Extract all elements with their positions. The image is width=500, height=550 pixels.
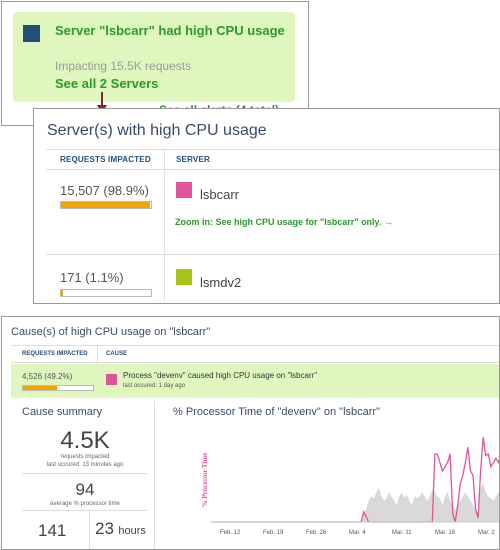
x-tick-label: Feb. 26 xyxy=(306,530,327,536)
requests-impacted-value: 171 (1.1%) xyxy=(60,270,124,285)
processor-time-chart[interactable]: % Processor Time Feb. 12 Feb. 19 Feb. 26 Mar… xyxy=(173,422,500,550)
cause-color-swatch xyxy=(106,374,117,385)
see-all-servers-link[interactable]: See all 2 Servers xyxy=(55,76,159,91)
series-area xyxy=(211,483,499,522)
cause-row[interactable]: 4,526 (49.2%) Process "devenv" caused hi… xyxy=(11,364,499,398)
col-requests-impacted[interactable]: REQUESTS IMPACTED xyxy=(60,155,151,164)
requests-bar xyxy=(60,289,152,297)
server-name[interactable]: lsbcarr xyxy=(200,187,240,202)
server-icon xyxy=(23,25,40,42)
server-color-swatch xyxy=(176,182,192,198)
divider xyxy=(11,362,499,363)
duration-value: 23 xyxy=(95,519,114,538)
divider xyxy=(46,169,499,170)
col-requests-impacted[interactable]: REQUESTS IMPACTED xyxy=(22,351,88,357)
cause-summary-title: Cause summary xyxy=(22,406,103,418)
divider xyxy=(11,345,499,346)
column-divider xyxy=(164,150,165,300)
zoom-in-link[interactable]: Zoom in: See high CPU usage for "lsbcarr… xyxy=(175,217,393,227)
duration-stat: 23 hours xyxy=(95,519,146,539)
servers-panel: Server(s) with high CPU usage REQUESTS I… xyxy=(33,108,500,304)
requests-bar xyxy=(60,201,152,209)
server-color-swatch xyxy=(176,269,192,285)
requests-bar-fill xyxy=(61,290,63,296)
processor-time-label: average % processor time xyxy=(50,501,120,507)
cause-last-occurred: last occured: 1 day ago xyxy=(123,383,186,389)
chart-title: % Processor Time of "devenv" on "lsbcarr… xyxy=(173,406,380,418)
x-tick-label: Mar. 2 xyxy=(478,530,495,536)
requests-impacted-value: 4,526 (49.2%) xyxy=(22,372,73,381)
requests-bar-fill xyxy=(23,386,58,390)
requests-bar-fill xyxy=(61,202,150,208)
alert-title: Server "lsbcarr" had high CPU usage xyxy=(55,23,285,38)
column-divider xyxy=(89,509,90,549)
requests-last-occurred: last occured: 13 minutes ago xyxy=(46,462,124,468)
requests-impacted-label: requests impacted xyxy=(60,454,110,460)
alert-panel: Server "lsbcarr" had high CPU usage Impa… xyxy=(1,1,309,126)
y-axis-label: % Processor Time xyxy=(201,453,209,508)
column-divider xyxy=(97,346,98,364)
duration-unit: hours xyxy=(118,525,146,537)
requests-impacted-stat: 4.5K xyxy=(60,427,110,454)
col-server[interactable]: SERVER xyxy=(176,155,210,164)
cause-summary-box xyxy=(11,401,155,549)
divider xyxy=(22,510,148,511)
cause-text: Process "devenv" caused high CPU usage o… xyxy=(123,371,318,380)
x-tick-label: Mar. 4 xyxy=(349,530,366,536)
divider xyxy=(22,473,148,474)
requests-bar xyxy=(22,385,94,391)
server-name[interactable]: lsmdv2 xyxy=(200,275,242,290)
alert-subtitle: Impacting 15.5K requests xyxy=(55,59,192,73)
processor-time-stat: 94 xyxy=(75,480,95,499)
x-tick-label: Mar. 18 xyxy=(435,530,456,536)
x-tick-label: Feb. 12 xyxy=(220,530,241,536)
causes-title: Cause(s) of high CPU usage on "lsbcarr" xyxy=(11,326,211,338)
requests-impacted-value: 15,507 (98.9%) xyxy=(60,183,149,198)
series-line xyxy=(211,436,499,523)
divider xyxy=(46,254,499,255)
x-tick-label: Feb. 19 xyxy=(263,530,284,536)
x-tick-label: Mar. 11 xyxy=(392,530,412,536)
col-cause[interactable]: CAUSE xyxy=(106,351,128,357)
causes-panel: Cause(s) of high CPU usage on "lsbcarr" … xyxy=(1,316,500,550)
count-stat: 141 xyxy=(38,521,67,540)
divider xyxy=(46,149,499,150)
servers-title: Server(s) with high CPU usage xyxy=(47,122,267,139)
alert-card[interactable]: Server "lsbcarr" had high CPU usage Impa… xyxy=(13,12,295,102)
cause-description: Process "devenv" caused high CPU usage o… xyxy=(123,370,317,392)
